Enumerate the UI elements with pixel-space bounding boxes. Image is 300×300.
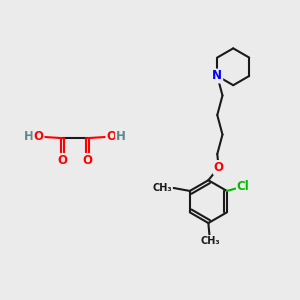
- Text: O: O: [57, 154, 67, 167]
- Text: H: H: [24, 130, 34, 143]
- Text: O: O: [106, 130, 116, 143]
- Text: O: O: [214, 161, 224, 174]
- Text: N: N: [212, 70, 222, 83]
- Text: O: O: [82, 154, 93, 167]
- Text: Cl: Cl: [237, 180, 250, 193]
- Text: H: H: [116, 130, 126, 143]
- Text: CH₃: CH₃: [200, 236, 220, 246]
- Text: CH₃: CH₃: [152, 183, 172, 193]
- Text: O: O: [34, 130, 44, 143]
